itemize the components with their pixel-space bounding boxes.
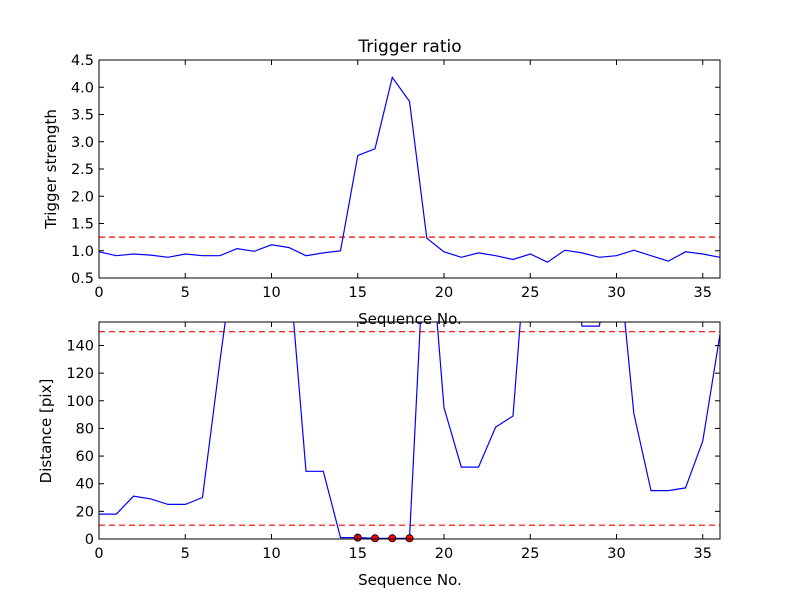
plot-area: 0 5 10 15 20 25 30 35 0.5 1.0 1.5 2.0 2.5 3.0 3.5 4.0 4… — [71, 53, 721, 301]
y-tick-label: 2.0 — [71, 189, 94, 205]
x-tick-label: 10 — [262, 546, 280, 562]
y-tick-label: 3.5 — [71, 108, 94, 124]
y-tick-label: 4.5 — [71, 53, 94, 69]
plot-area: 0 5 10 15 20 25 30 35 0 20 40 60 80 100 120 140 — [66, 321, 721, 562]
plot-frame — [98, 321, 721, 540]
x-tick-label: 5 — [181, 546, 190, 562]
data-point-marker — [370, 534, 379, 543]
x-tick-label: 15 — [349, 546, 367, 562]
data-point-marker — [405, 534, 414, 543]
y-tick-label: 0.5 — [71, 271, 94, 287]
data-point-marker — [388, 534, 397, 543]
y-tick-label: 1.5 — [71, 217, 94, 233]
y-tick-label: 0 — [85, 532, 94, 548]
y-tick-label: 2.5 — [71, 162, 94, 178]
x-tick-label: 0 — [94, 546, 103, 562]
y-tick-label: 3.0 — [71, 135, 94, 151]
x-tick-label: 5 — [181, 285, 190, 301]
x-tick-label: 0 — [94, 285, 103, 301]
x-tick-label: 10 — [262, 285, 280, 301]
distance-chart: Distance [pix] Sequence No. 0 5 10 15 20 25 30… — [37, 321, 721, 589]
y-tick-label: 100 — [66, 394, 94, 410]
x-tick-label: 30 — [607, 285, 625, 301]
x-tick-label: 25 — [521, 285, 539, 301]
x-tick-label: 30 — [607, 546, 625, 562]
y-tick-label: 120 — [66, 366, 94, 382]
y-tick-label: 20 — [76, 504, 94, 520]
y-axis-label: Distance [pix] — [37, 379, 55, 484]
y-tick-label: 1.0 — [71, 244, 94, 260]
x-tick-label: 25 — [521, 546, 539, 562]
series-line — [99, 75, 720, 263]
x-axis-label: Sequence No. — [358, 310, 462, 328]
x-tick-label: 20 — [435, 285, 453, 301]
x-tick-label: 35 — [694, 285, 712, 301]
y-tick-label: 60 — [76, 449, 94, 465]
x-axis-label: Sequence No. — [358, 571, 462, 589]
y-tick-label: 40 — [76, 477, 94, 493]
x-tick-label: 35 — [694, 546, 712, 562]
y-tick-label: 80 — [76, 421, 94, 437]
y-axis-label: Trigger strength — [42, 109, 60, 230]
y-tick-label: 4.0 — [71, 80, 94, 96]
x-tick-label: 15 — [349, 285, 367, 301]
trigger-ratio-chart: Trigger ratio Trigger strength Sequence … — [42, 37, 721, 328]
x-tick-label: 20 — [435, 546, 453, 562]
chart-title: Trigger ratio — [357, 37, 461, 57]
y-tick-label: 140 — [66, 338, 94, 354]
